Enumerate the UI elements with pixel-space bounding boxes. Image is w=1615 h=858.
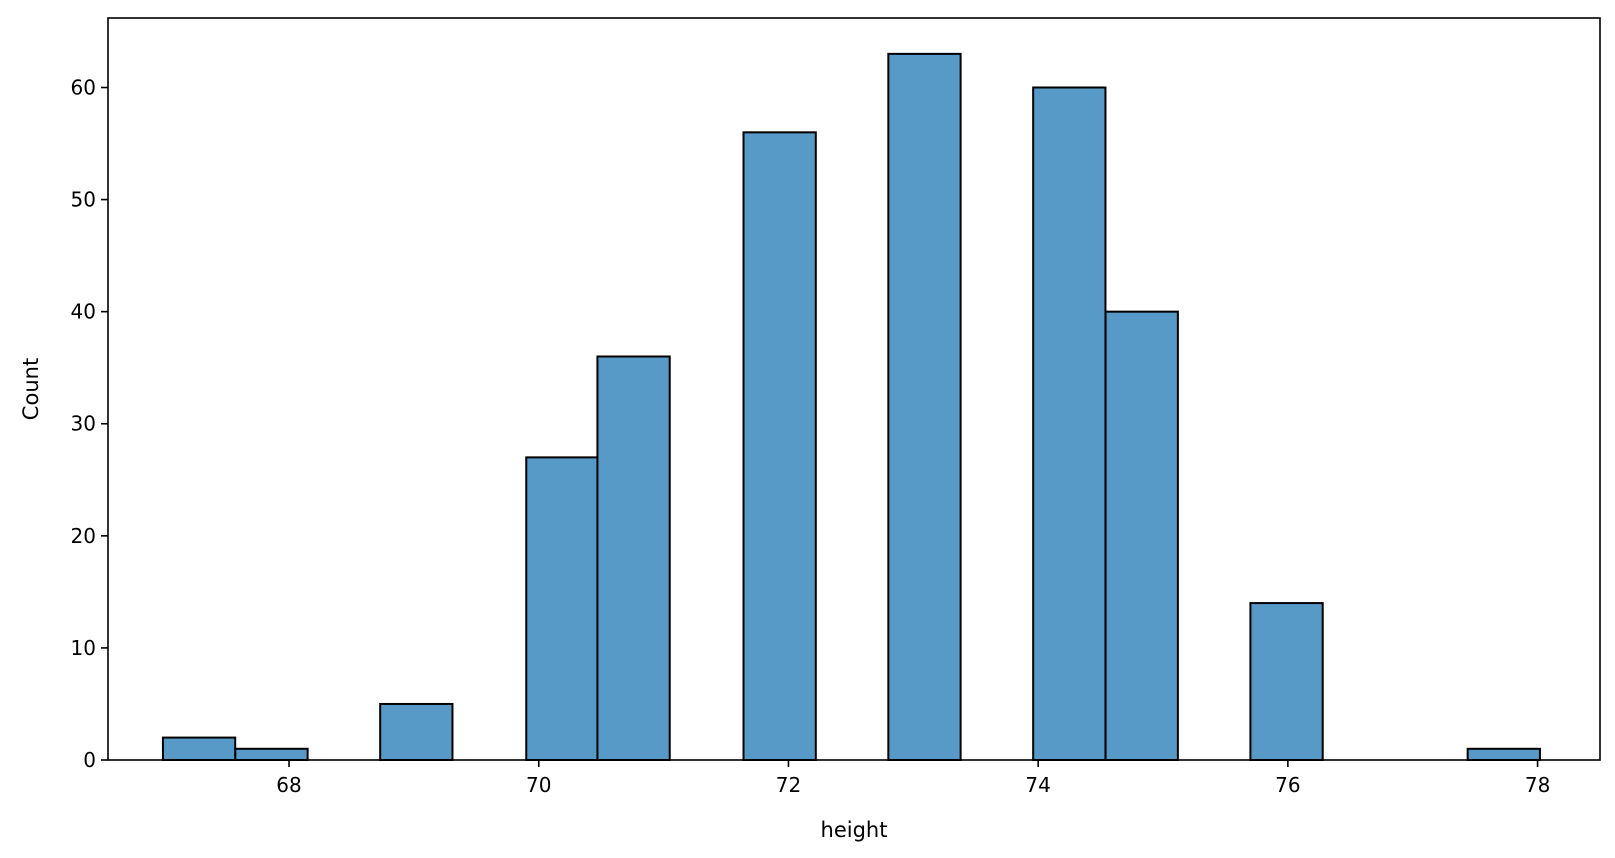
x-tick-label: 76 (1275, 773, 1300, 797)
histogram-bar-9 (1249, 602, 1324, 761)
x-tick-label: 68 (276, 773, 301, 797)
plot-frame (107, 17, 1601, 761)
y-tick-label: 10 (71, 636, 96, 660)
y-axis-label: Count (19, 358, 43, 420)
x-axis-label: height (821, 818, 888, 842)
histogram-bar-3 (525, 456, 600, 761)
y-tick-label: 50 (71, 188, 96, 212)
histogram-bar-6 (887, 52, 962, 762)
x-tick-label: 70 (526, 773, 551, 797)
histogram-bar-0 (161, 736, 237, 761)
histogram-bars (161, 52, 1541, 762)
histogram-bar-5 (742, 131, 817, 761)
x-tick-label: 78 (1525, 773, 1550, 797)
x-tick-label: 72 (776, 773, 801, 797)
histogram-bar-1 (234, 747, 309, 762)
x-axis-ticks: 68 70 72 74 76 78 (276, 760, 1550, 797)
y-axis-ticks: 0 10 20 30 40 50 60 (71, 75, 108, 772)
y-tick-label: 60 (71, 75, 96, 99)
histogram-bar-2 (379, 702, 454, 761)
histogram-bar-7 (1032, 86, 1107, 762)
y-tick-label: 20 (71, 524, 96, 548)
y-tick-label: 0 (83, 748, 96, 772)
histogram-bar-8 (1104, 310, 1179, 761)
y-tick-label: 30 (71, 412, 96, 436)
histogram-bar-10 (1466, 747, 1541, 762)
histogram-bar-4 (596, 355, 671, 761)
x-tick-label: 74 (1025, 773, 1050, 797)
y-tick-label: 40 (71, 300, 96, 324)
